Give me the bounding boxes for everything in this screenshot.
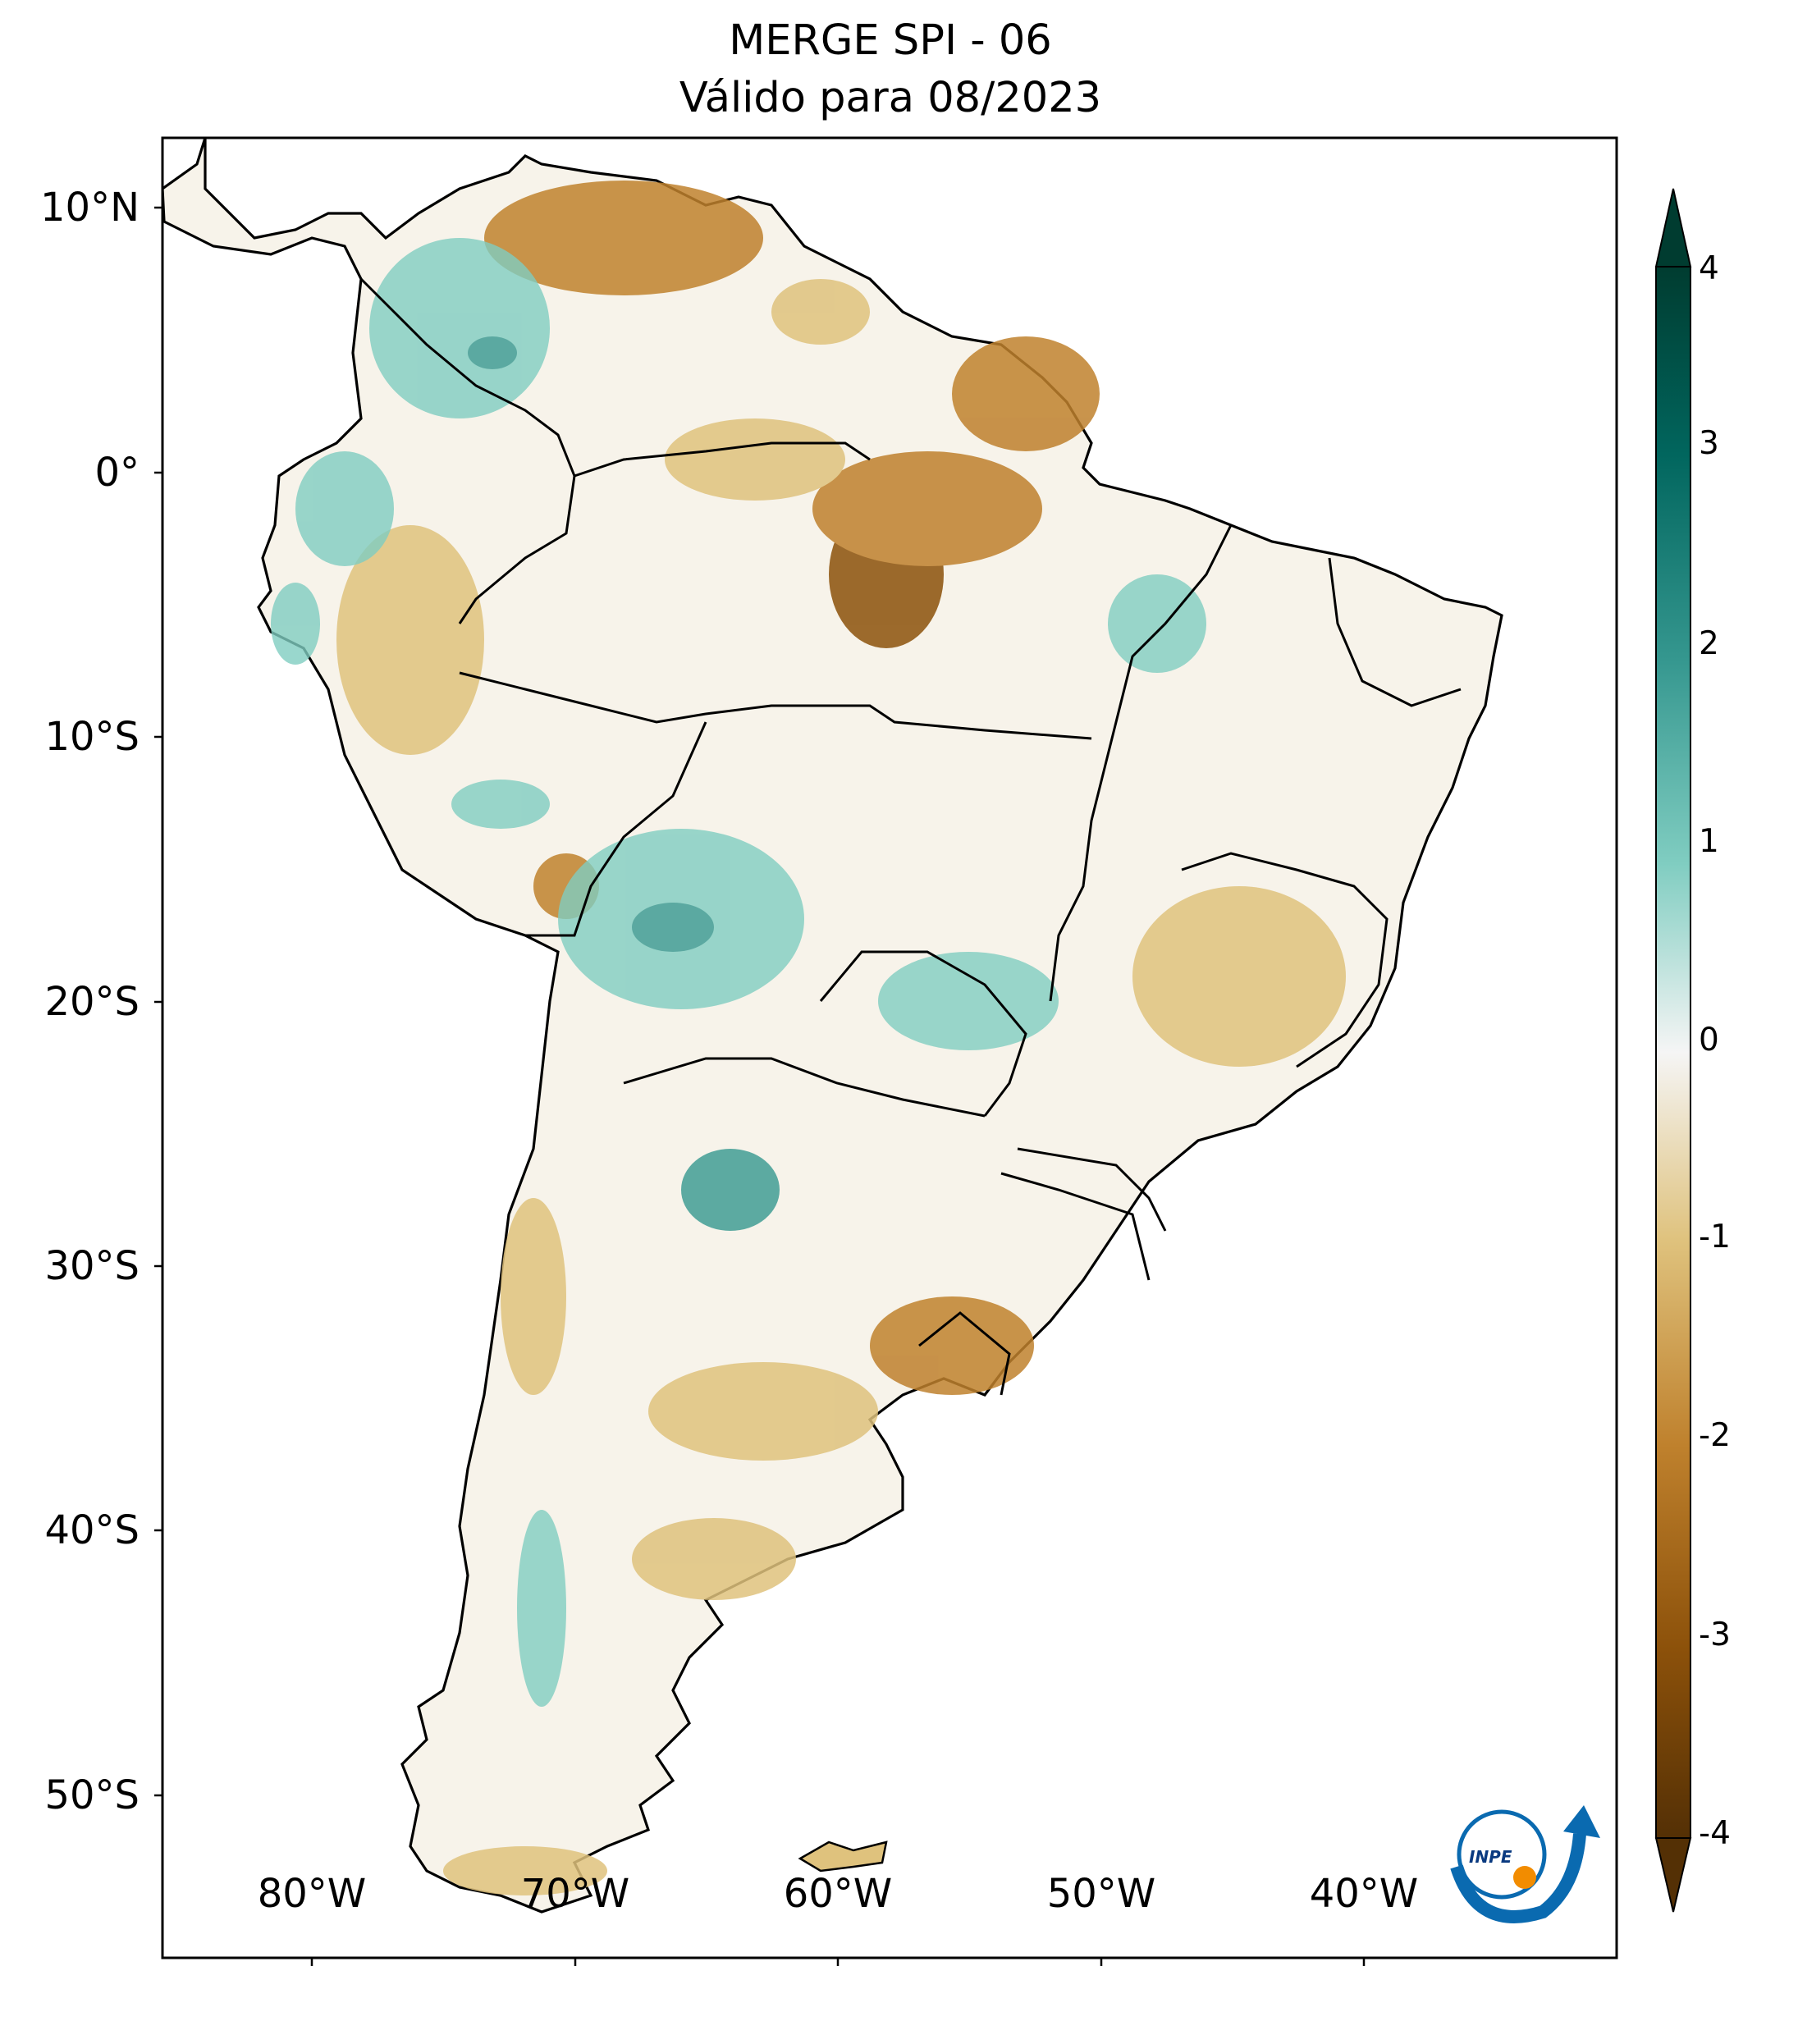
lat-tick-20s: 20°S (44, 979, 140, 1025)
colorbar-tick-1: 1 (1699, 823, 1719, 860)
lat-tick-50s: 50°S (44, 1772, 140, 1818)
colorbar-tick-neg4: -4 (1699, 1815, 1731, 1852)
lat-tick-30s: 30°S (44, 1243, 140, 1289)
colorbar-max-extension (1654, 188, 1692, 268)
colorbar-tick-neg1: -1 (1699, 1219, 1731, 1255)
lon-tick-60w: 60°W (783, 1871, 893, 1917)
country-borders (359, 277, 1462, 1396)
dry-anomaly-areas (336, 181, 1346, 1895)
wet-anomaly-areas (271, 238, 1206, 1707)
lon-tick-80w: 80°W (257, 1871, 367, 1917)
colorbar-tick-0: 0 (1699, 1022, 1719, 1059)
inpe-logo-text: INPE (1469, 1847, 1512, 1867)
colorbar-tick-neg3: -3 (1699, 1616, 1731, 1653)
map-title: MERGE SPI - 06 (729, 16, 1052, 65)
lon-tick-40w: 40°W (1309, 1871, 1419, 1917)
lon-tick-70w: 70°W (520, 1871, 630, 1917)
lat-tick-40s: 40°S (44, 1507, 140, 1553)
colorbar-min-extension (1654, 1837, 1692, 1913)
south-america-map: INPE (162, 138, 1600, 1923)
colorbar-tick-2: 2 (1699, 625, 1719, 662)
colorbar-tick-neg2: -2 (1699, 1417, 1731, 1454)
colorbar (1654, 188, 1692, 1913)
colorbar-tick-3: 3 (1699, 425, 1719, 462)
lat-tick-10n: 10°N (40, 185, 140, 231)
map-subtitle: Válido para 08/2023 (679, 74, 1102, 122)
colorbar-tick-4: 4 (1699, 250, 1719, 287)
colorbar-gradient (1655, 266, 1691, 1839)
lon-tick-50w: 50°W (1046, 1871, 1156, 1917)
falkland-islands (798, 1841, 888, 1873)
inpe-logo: INPE (1450, 1805, 1600, 1923)
lat-tick-0: 0° (94, 450, 140, 496)
lat-tick-10s: 10°S (44, 714, 140, 760)
